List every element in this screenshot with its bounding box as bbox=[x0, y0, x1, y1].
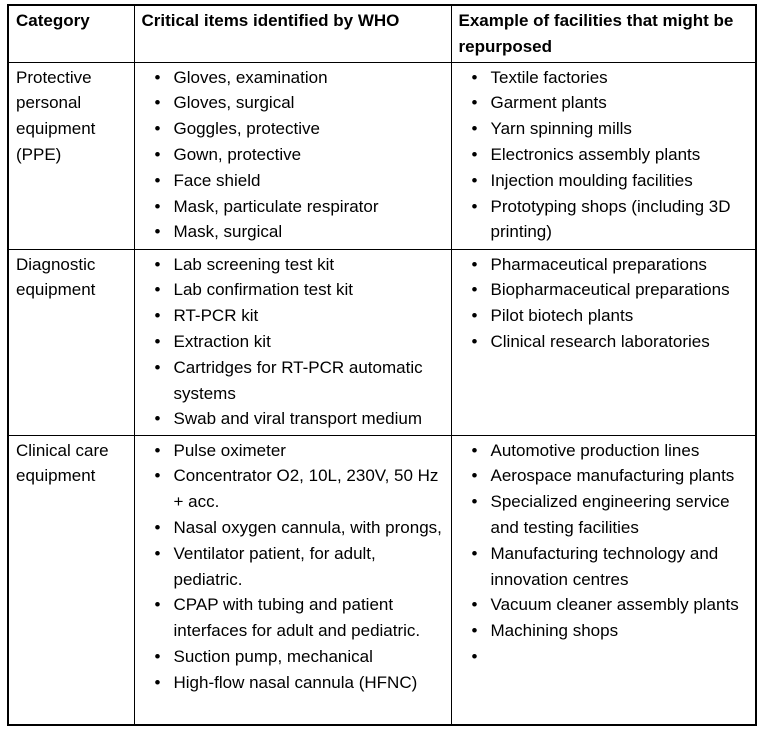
header-row: Category Critical items identified by WH… bbox=[7, 4, 757, 63]
list-item: Specialized engineering service and test… bbox=[459, 489, 750, 541]
list-item: Face shield bbox=[142, 168, 445, 194]
list-item: Manufacturing technology and innovation … bbox=[459, 541, 750, 593]
list-item: Concentrator O2, 10L, 230V, 50 Hz + acc. bbox=[142, 463, 445, 515]
items-cell-ppe: Gloves, examination Gloves, surgical Gog… bbox=[133, 61, 452, 250]
list-item: Pilot biotech plants bbox=[459, 303, 750, 329]
list-item: Nasal oxygen cannula, with prongs, bbox=[142, 515, 445, 541]
facilities-cell-clinical-care: Automotive production lines Aerospace ma… bbox=[450, 434, 757, 726]
list-item: CPAP with tubing and patient interfaces … bbox=[142, 592, 445, 644]
list-item: Automotive production lines bbox=[459, 438, 750, 464]
list-item: Aerospace manufacturing plants bbox=[459, 463, 750, 489]
table-header: Category Critical items identified by WH… bbox=[7, 4, 757, 63]
list-item: Extraction kit bbox=[142, 329, 445, 355]
list-item: Pulse oximeter bbox=[142, 438, 445, 464]
facilities-cell-ppe: Textile factories Garment plants Yarn sp… bbox=[450, 61, 757, 250]
items-list-clinical-care: Pulse oximeter Concentrator O2, 10L, 230… bbox=[142, 438, 445, 696]
table-row-ppe: Protective personal equipment (PPE) Glov… bbox=[7, 61, 757, 250]
list-item: Clinical research laboratories bbox=[459, 329, 750, 355]
category-cell-clinical-care: Clinical care equipment bbox=[7, 434, 135, 726]
list-item: Gown, protective bbox=[142, 142, 445, 168]
list-item: Mask, particulate respirator bbox=[142, 194, 445, 220]
items-list-diagnostic: Lab screening test kit Lab confirmation … bbox=[142, 252, 445, 433]
list-item: Lab confirmation test kit bbox=[142, 277, 445, 303]
list-item: Vacuum cleaner assembly plants bbox=[459, 592, 750, 618]
items-list-ppe: Gloves, examination Gloves, surgical Gog… bbox=[142, 65, 445, 246]
table-row-clinical-care: Clinical care equipment Pulse oximeter C… bbox=[7, 434, 757, 726]
column-header-category: Category bbox=[7, 4, 135, 63]
list-item: Gloves, examination bbox=[142, 65, 445, 91]
facilities-list-clinical-care: Automotive production lines Aerospace ma… bbox=[459, 438, 750, 670]
list-item: High-flow nasal cannula (HFNC) bbox=[142, 670, 445, 696]
table-body: Protective personal equipment (PPE) Glov… bbox=[7, 61, 757, 726]
list-item: RT-PCR kit bbox=[142, 303, 445, 329]
list-item: Suction pump, mechanical bbox=[142, 644, 445, 670]
list-item: Biopharmaceutical preparations bbox=[459, 277, 750, 303]
list-item: Prototyping shops (including 3D printing… bbox=[459, 194, 750, 246]
facilities-list-diagnostic: Pharmaceutical preparations Biopharmaceu… bbox=[459, 252, 750, 355]
list-item: Machining shops bbox=[459, 618, 750, 644]
items-cell-clinical-care: Pulse oximeter Concentrator O2, 10L, 230… bbox=[133, 434, 452, 726]
list-item: Swab and viral transport medium bbox=[142, 406, 445, 432]
facilities-list-ppe: Textile factories Garment plants Yarn sp… bbox=[459, 65, 750, 246]
list-item: Gloves, surgical bbox=[142, 90, 445, 116]
facilities-cell-diagnostic: Pharmaceutical preparations Biopharmaceu… bbox=[450, 248, 757, 436]
list-item: Mask, surgical bbox=[142, 219, 445, 245]
items-cell-diagnostic: Lab screening test kit Lab confirmation … bbox=[133, 248, 452, 436]
column-header-facilities: Example of facilities that might be repu… bbox=[450, 4, 757, 63]
column-header-critical-items: Critical items identified by WHO bbox=[133, 4, 452, 63]
category-cell-diagnostic: Diagnostic equipment bbox=[7, 248, 135, 436]
list-item: Garment plants bbox=[459, 90, 750, 116]
list-item: Textile factories bbox=[459, 65, 750, 91]
table-row-diagnostic: Diagnostic equipment Lab screening test … bbox=[7, 248, 757, 436]
list-item: Yarn spinning mills bbox=[459, 116, 750, 142]
list-item: Cartridges for RT-PCR automatic systems bbox=[142, 355, 445, 407]
list-item-empty bbox=[459, 644, 750, 670]
list-item: Electronics assembly plants bbox=[459, 142, 750, 168]
category-cell-ppe: Protective personal equipment (PPE) bbox=[7, 61, 135, 250]
list-item: Injection moulding facilities bbox=[459, 168, 750, 194]
who-critical-items-table: Category Critical items identified by WH… bbox=[7, 4, 757, 727]
list-item: Ventilator patient, for adult, pediatric… bbox=[142, 541, 445, 593]
list-item: Goggles, protective bbox=[142, 116, 445, 142]
list-item: Lab screening test kit bbox=[142, 252, 445, 278]
list-item: Pharmaceutical preparations bbox=[459, 252, 750, 278]
